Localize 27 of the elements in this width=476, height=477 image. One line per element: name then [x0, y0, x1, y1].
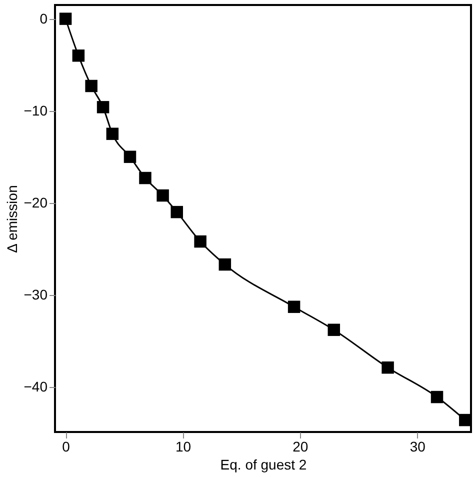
- point: [156, 189, 169, 202]
- y-tick-label: 0: [40, 10, 48, 26]
- y-axis-title: Δ emission: [4, 185, 20, 253]
- x-tick-label: 10: [175, 438, 192, 454]
- point: [170, 206, 183, 218]
- y-tick-label: −20: [24, 194, 48, 210]
- x-tick-label: 20: [292, 438, 308, 454]
- point: [96, 101, 110, 114]
- y-tick-label: −10: [24, 102, 48, 118]
- x-axis-title: Eq. of guest 2: [220, 456, 307, 472]
- y-tick-label: −30: [24, 286, 48, 302]
- x-tick-label: 0: [62, 438, 70, 454]
- point: [106, 128, 119, 140]
- point: [59, 12, 72, 25]
- point: [328, 324, 340, 336]
- point: [218, 258, 232, 271]
- point: [85, 80, 98, 92]
- point: [430, 390, 444, 404]
- point: [382, 361, 394, 374]
- point: [139, 172, 152, 184]
- point: [124, 150, 136, 163]
- point: [72, 49, 85, 62]
- y-tick-label: −40: [24, 378, 48, 394]
- point: [194, 235, 206, 248]
- x-tick-label: 30: [410, 438, 426, 454]
- point: [288, 300, 300, 313]
- point: [459, 414, 472, 426]
